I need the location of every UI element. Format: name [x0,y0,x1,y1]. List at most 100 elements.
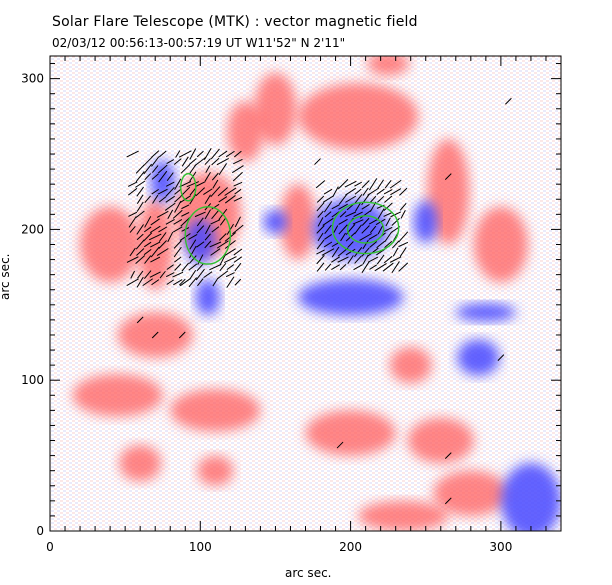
negative-region [500,463,561,531]
field-vector [383,202,393,212]
field-vector [369,264,378,270]
field-vector [189,193,197,205]
field-vector [173,158,182,165]
field-vector [143,248,152,256]
field-vector [224,248,236,256]
field-vector [129,247,136,257]
field-vector [336,441,344,449]
negative-region [297,279,404,316]
field-vector [150,218,160,226]
field-vector [226,264,235,271]
field-vector [173,279,183,286]
field-vector [377,179,384,189]
positive-region [72,374,163,417]
field-vector [399,203,407,211]
field-vector [225,150,235,158]
field-vector [354,255,362,264]
field-vector [178,331,186,339]
field-vector [195,187,206,197]
field-vector [174,196,182,203]
y-tick-label: 0 [36,524,44,538]
field-vector [353,211,363,218]
field-vector [196,263,204,272]
field-vector [233,256,243,263]
field-vector [316,202,325,212]
field-vector [354,188,362,195]
field-vector [234,278,242,286]
field-vector [339,211,347,218]
field-vector [156,210,169,218]
field-vector [399,187,408,196]
positive-region [197,455,234,486]
field-vector [144,255,152,264]
field-vector [175,150,181,158]
field-vector [345,211,357,218]
field-vector [167,231,174,243]
polarity-regions [72,56,561,531]
field-vector [316,225,325,234]
field-vector [186,181,200,188]
field-vector [345,248,356,256]
field-vector [369,178,378,191]
field-vector [361,203,370,210]
field-vector [376,188,385,195]
field-vector [389,256,402,263]
field-vector [128,211,138,217]
field-vector [194,211,206,218]
field-vector [219,233,227,241]
field-vector [324,224,332,234]
positive-region [389,347,432,384]
field-vector [398,231,409,243]
positive-region [227,101,264,162]
field-vector [144,216,152,228]
field-vector [180,164,190,174]
field-vector [224,195,236,204]
field-vector [158,170,168,183]
field-vector [172,271,184,278]
field-vector [135,210,145,219]
x-tick-label: 0 [46,540,54,554]
field-vector [136,224,144,235]
field-vector [203,147,212,161]
field-vector [217,187,228,197]
field-vector [331,211,340,218]
field-vector [370,225,377,234]
field-vector [165,219,175,225]
field-vector [332,186,339,197]
field-vector [382,262,394,272]
x-tick-label: 300 [489,540,512,554]
negative-region [455,303,516,322]
field-vector [136,186,144,197]
field-vector [218,150,228,158]
field-vector [322,195,334,203]
field-vector [505,97,512,105]
field-vector [444,497,452,505]
field-vector [197,254,204,265]
field-vector [188,158,197,165]
field-vector [210,186,221,198]
field-vector [225,272,235,278]
field-vector [316,195,325,203]
field-vector [204,194,211,205]
field-vector [233,196,243,202]
field-vector [165,195,175,203]
field-vector [391,217,400,226]
field-vector [158,226,168,233]
field-vector [224,187,237,196]
field-vector [362,239,369,250]
field-vector [150,246,160,258]
field-vector [361,217,370,226]
field-vector [362,254,369,265]
field-vector [188,255,197,264]
field-vector [143,232,153,242]
field-vector [219,253,227,266]
field-vector [126,278,139,287]
positive-region [305,410,396,456]
field-vector [226,276,235,288]
field-vector [219,218,226,226]
field-vector [126,256,139,263]
field-vector [144,173,152,181]
field-vector [135,164,145,174]
positive-region [254,72,297,145]
field-vector [376,208,385,221]
